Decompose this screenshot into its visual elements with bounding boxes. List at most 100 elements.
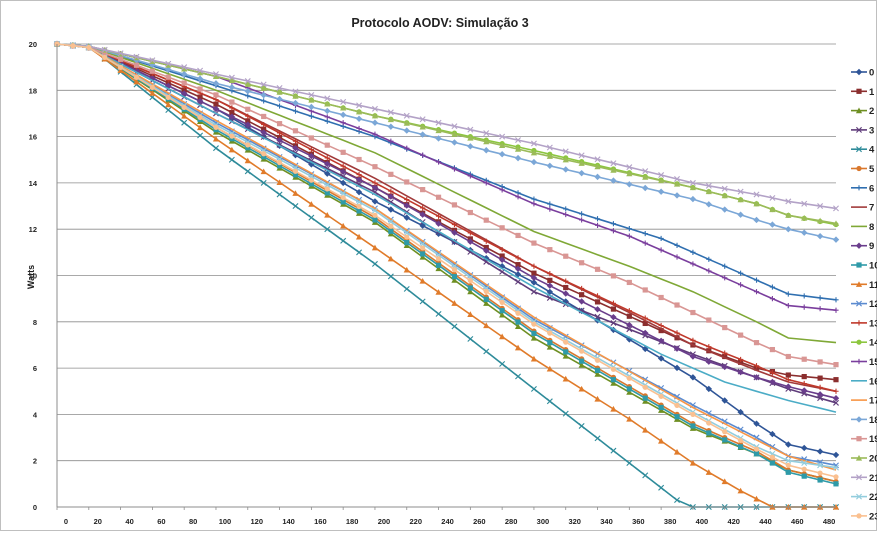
series-11 [53,40,840,510]
data-point-13 [229,105,235,111]
data-point-0 [689,374,697,381]
data-point-13 [245,113,251,119]
data-point-23 [610,366,617,372]
data-point-11 [276,179,283,186]
data-point-20 [435,127,442,134]
data-point-9 [498,256,506,263]
data-point-0 [355,188,363,196]
data-point-23 [563,339,569,345]
data-point-11 [721,478,728,485]
data-point-13 [372,180,378,186]
legend-marker [856,165,862,172]
legend-item-10: 10 [851,261,877,272]
data-point-15 [324,114,330,120]
data-point-13 [690,337,696,343]
data-point-4 [292,203,299,210]
data-point-21 [674,175,681,182]
data-point-9 [180,90,188,97]
legend-item-7: 7 [851,203,874,214]
data-point-2 [451,277,458,283]
legend-label: 1 [869,87,875,98]
data-point-0 [801,444,808,452]
legend-marker [855,242,863,249]
data-point-23 [261,151,267,157]
data-point-4 [260,179,267,186]
data-point-20 [658,177,665,184]
data-point-23 [420,245,426,251]
data-point-22 [817,462,824,469]
data-point-15 [579,217,585,223]
data-point-18 [626,181,633,188]
data-point-19 [785,353,791,360]
data-point-21 [705,182,712,189]
data-point-13 [435,213,442,219]
data-point-3 [626,326,633,333]
series-line-12 [56,43,837,467]
data-point-11 [292,190,299,196]
data-point-20 [196,69,204,76]
data-point-11 [181,112,188,119]
data-point-20 [324,100,331,107]
data-point-4 [181,119,188,126]
data-point-23 [197,114,203,120]
data-point-9 [451,229,458,236]
data-point-18 [451,139,458,146]
data-point-0 [737,408,744,416]
data-point-0 [371,198,379,205]
data-point-6 [722,263,728,269]
data-point-10 [642,395,648,401]
data-point-10 [292,172,299,178]
legend-item-22: 22 [851,492,877,503]
data-point-11 [546,365,553,372]
data-point-4 [371,260,378,267]
data-point-19 [594,266,601,272]
data-point-18 [514,154,522,162]
y-tick-label: 2 [33,457,37,466]
data-point-19 [563,253,569,259]
data-point-15 [801,304,807,310]
data-point-23 [722,429,728,435]
data-point-19 [435,194,442,200]
data-point-19 [531,240,537,246]
data-point-19 [642,287,648,293]
data-point-4 [610,447,617,454]
data-point-11 [594,395,601,402]
data-point-11 [610,405,617,412]
data-point-15 [753,289,760,295]
data-point-15 [435,159,442,165]
data-point-23 [372,212,378,218]
data-point-13 [499,246,505,253]
legend-item-19: 19 [851,434,877,445]
data-point-13 [642,315,648,321]
x-tick-label: 120 [251,517,264,526]
data-point-20 [181,65,188,72]
series-line-21 [56,43,837,210]
data-point-23 [229,133,235,139]
x-tick-label: 440 [759,517,772,526]
data-point-10 [785,469,791,475]
legend-item-21: 21 [851,473,877,484]
data-point-13 [308,146,314,153]
data-point-10 [769,460,776,466]
data-point-19 [404,179,410,185]
legend-label: 4 [869,145,875,156]
data-point-11 [308,201,315,207]
data-point-11 [212,135,220,142]
data-point-0 [721,397,728,404]
data-point-15 [690,261,696,267]
legend-item-23: 23 [851,511,877,522]
data-point-23 [340,195,346,201]
data-point-6 [738,270,744,276]
data-point-23 [499,299,505,305]
data-point-4 [244,168,251,175]
data-point-19 [213,92,219,98]
legend-label: 6 [869,183,874,194]
data-point-6 [547,201,553,207]
data-point-18 [816,232,824,240]
data-point-10 [467,285,473,291]
data-point-20 [212,73,220,80]
legend-marker [855,454,863,461]
data-point-19 [817,359,823,365]
data-point-11 [117,67,124,73]
